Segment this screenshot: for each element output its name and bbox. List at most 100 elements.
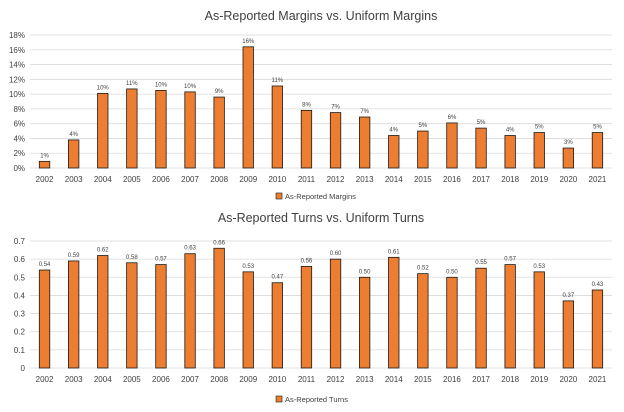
data-label: 5% xyxy=(535,125,544,131)
bar xyxy=(271,282,283,369)
bar xyxy=(184,91,196,169)
x-tick-label: 2017 xyxy=(472,175,490,184)
x-tick-label: 2020 xyxy=(559,175,577,184)
x-tick-label: 2009 xyxy=(239,375,257,384)
bar xyxy=(126,262,138,369)
data-label: 5% xyxy=(477,120,486,126)
x-tick-label: 2019 xyxy=(530,175,548,184)
margins-chart-svg: As-Reported Margins vs. Uniform Margins … xyxy=(9,9,612,201)
x-tick-label: 2005 xyxy=(123,375,141,384)
data-label: 10% xyxy=(184,84,197,90)
x-tick-label: 2016 xyxy=(443,375,461,384)
data-label: 0.52 xyxy=(417,266,429,272)
data-label: 0.37 xyxy=(563,293,575,299)
data-label: 4% xyxy=(69,132,78,138)
bar xyxy=(475,127,487,169)
y-tick-label: 4% xyxy=(13,134,25,143)
bar xyxy=(155,90,167,169)
y-tick-label: 0.5 xyxy=(14,273,26,282)
data-label: 0.62 xyxy=(97,248,109,254)
data-label: 0.50 xyxy=(359,269,371,275)
x-tick-label: 2015 xyxy=(414,375,432,384)
bar xyxy=(388,135,400,169)
data-label: 1% xyxy=(40,153,49,159)
x-tick-label: 2009 xyxy=(239,175,257,184)
data-label: 0.57 xyxy=(504,257,516,263)
y-tick-label: 0.6 xyxy=(14,255,26,264)
bar xyxy=(68,139,80,169)
bar xyxy=(388,256,400,369)
legend-label: As-Reported Turns xyxy=(285,395,348,404)
bar xyxy=(38,269,51,369)
bar xyxy=(533,132,545,169)
turns-chart-svg: As-Reported Turns vs. Uniform Turns 0 0.1… xyxy=(14,211,612,404)
y-tick-label: 14% xyxy=(9,61,25,70)
x-tick-label: 2007 xyxy=(181,375,199,384)
x-tick-label: 2019 xyxy=(530,375,548,384)
y-tick-label: 0% xyxy=(13,164,25,173)
x-tick-label: 2008 xyxy=(210,175,228,184)
y-tick-label: 0.3 xyxy=(14,310,26,319)
data-label: 5% xyxy=(593,125,602,131)
x-tick-label: 2003 xyxy=(65,175,83,184)
data-label: 0.60 xyxy=(330,251,342,257)
data-label: 0.53 xyxy=(533,264,545,270)
bar xyxy=(271,85,283,169)
data-label: 6% xyxy=(448,115,457,121)
data-label: 8% xyxy=(302,102,311,108)
data-label: 16% xyxy=(242,39,255,45)
bar xyxy=(68,260,80,369)
y-tick-label: 16% xyxy=(9,46,25,55)
bar xyxy=(591,289,604,369)
bar xyxy=(533,271,545,369)
data-label: 4% xyxy=(389,127,398,133)
data-label: 0.58 xyxy=(126,255,138,261)
bar xyxy=(242,46,254,169)
x-tick-label: 2010 xyxy=(268,175,286,184)
bar xyxy=(213,247,225,369)
bar xyxy=(504,135,516,169)
data-label: 0.47 xyxy=(272,275,284,281)
data-label: 0.63 xyxy=(184,246,196,252)
x-tick-label: 2013 xyxy=(356,375,374,384)
x-tick-label: 2013 xyxy=(356,175,374,184)
x-tick-label: 2007 xyxy=(181,175,199,184)
x-tick-label: 2006 xyxy=(152,175,170,184)
data-label: 0.54 xyxy=(39,262,51,268)
x-tick-label: 2016 xyxy=(443,175,461,184)
data-label: 0.56 xyxy=(301,258,313,264)
x-tick-label: 2014 xyxy=(385,375,403,384)
y-tick-label: 2% xyxy=(13,149,25,158)
bar xyxy=(359,116,371,169)
data-label: 0.57 xyxy=(155,257,167,263)
y-tick-label: 0.4 xyxy=(14,291,26,300)
bar xyxy=(184,253,196,369)
data-label: 0.53 xyxy=(242,264,254,270)
x-tick-label: 2018 xyxy=(501,375,519,384)
x-tick-label: 2020 xyxy=(559,375,577,384)
y-tick-label: 6% xyxy=(13,120,25,129)
x-tick-label: 2002 xyxy=(36,375,54,384)
x-tick-label: 2021 xyxy=(589,375,607,384)
turns-chart-title: As-Reported Turns vs. Uniform Turns xyxy=(218,211,424,225)
y-tick-label: 0.2 xyxy=(14,328,26,337)
bar xyxy=(475,267,487,369)
x-tick-label: 2008 xyxy=(210,375,228,384)
y-tick-label: 12% xyxy=(9,75,25,84)
bar xyxy=(446,276,458,369)
bar xyxy=(329,258,342,369)
x-tick-label: 2003 xyxy=(65,375,83,384)
x-tick-label: 2004 xyxy=(94,375,112,384)
bar xyxy=(213,96,225,169)
legend-swatch xyxy=(275,395,283,403)
bar xyxy=(97,255,109,369)
legend-label: As-Reported Margins xyxy=(285,192,356,201)
data-label: 10% xyxy=(97,85,110,91)
bar xyxy=(300,266,313,369)
data-label: 0.55 xyxy=(475,260,487,266)
margins-chart-title: As-Reported Margins vs. Uniform Margins xyxy=(205,9,438,23)
data-label: 0.61 xyxy=(388,249,400,255)
data-label: 0.66 xyxy=(213,240,225,246)
bar xyxy=(417,130,429,169)
x-tick-label: 2010 xyxy=(268,375,286,384)
